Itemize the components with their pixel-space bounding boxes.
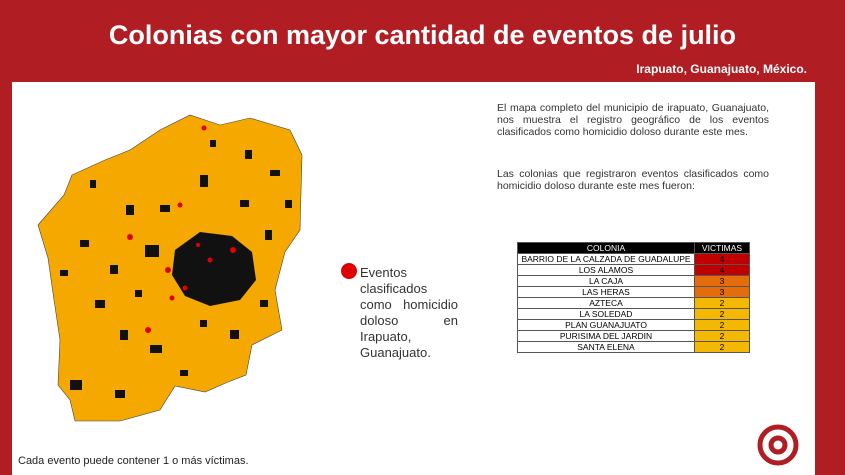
victimas: 2 — [694, 319, 750, 331]
victimas: 2 — [694, 308, 750, 320]
colonia: SANTA ELENA — [517, 341, 695, 353]
colonia: LOS ALAMOS — [517, 264, 695, 276]
table-row: LOS ALAMOS 4 — [517, 264, 750, 276]
subtitle: Irapuato, Guanajuato, México. — [636, 62, 807, 76]
footer-note: Cada evento puede contener 1 o más vícti… — [18, 455, 249, 467]
table-row: PURISIMA DEL JARDIN 2 — [517, 330, 750, 342]
victimas: 4 — [694, 264, 750, 276]
table-row: LA CAJA 3 — [517, 275, 750, 287]
table-row: PLAN GUANAJUATO 2 — [517, 319, 750, 331]
table: COLONIA VICTIMAS BARRIO DE LA CALZADA DE … — [517, 242, 750, 353]
table-row: LAS HERAS 3 — [517, 286, 750, 298]
table-row: BARRIO DE LA CALZADA DE GUADALUPE 4 — [517, 253, 750, 265]
colonia: LA CAJA — [517, 275, 695, 287]
victimas: 2 — [694, 297, 750, 309]
colonia: LAS HERAS — [517, 286, 695, 298]
victimas: 4 — [694, 253, 750, 265]
table-row: AZTECA 2 — [517, 297, 750, 309]
description: Las colonias que registraron eventos cla… — [497, 168, 769, 192]
colonia: PLAN GUANAJUATO — [517, 319, 695, 331]
colonia: PURISIMA DEL JARDIN — [517, 330, 695, 342]
victimas: 3 — [694, 275, 750, 287]
victimas: 3 — [694, 286, 750, 298]
logo — [757, 424, 799, 466]
title: Colonias con mayor cantidad de eventos d… — [108, 20, 737, 50]
colonia: AZTECA — [517, 297, 695, 309]
legend-dot — [341, 263, 357, 279]
column-header: VICTIMAS — [694, 242, 750, 254]
table-row: SANTA ELENA 2 — [517, 341, 750, 353]
colonia: LA SOLEDAD — [517, 308, 695, 320]
column-header: COLONIA — [517, 242, 695, 254]
description: El mapa completo del municipio de irapua… — [497, 102, 769, 138]
victimas: 2 — [694, 330, 750, 342]
victimas: 2 — [694, 341, 750, 353]
colonia: BARRIO DE LA CALZADA DE GUADALUPE — [517, 253, 695, 265]
event-dots — [127, 125, 236, 333]
legend-label: Eventos clasificados como homicidio dolo… — [360, 265, 458, 360]
table-row: LA SOLEDAD 2 — [517, 308, 750, 320]
